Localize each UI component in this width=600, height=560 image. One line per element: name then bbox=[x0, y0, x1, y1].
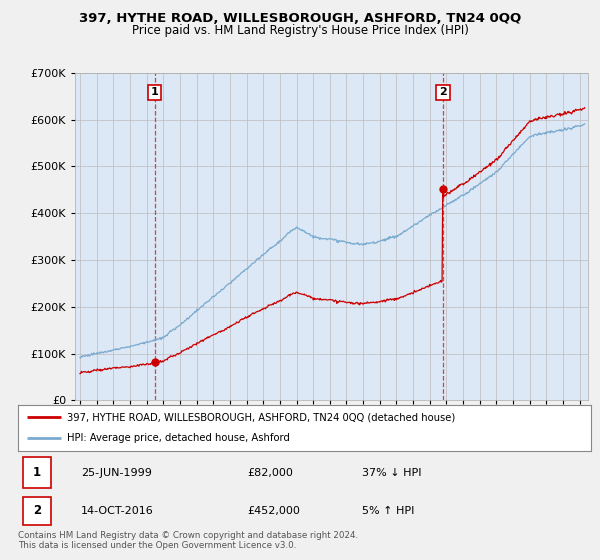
Text: 37% ↓ HPI: 37% ↓ HPI bbox=[362, 468, 421, 478]
Text: 397, HYTHE ROAD, WILLESBOROUGH, ASHFORD, TN24 0QQ: 397, HYTHE ROAD, WILLESBOROUGH, ASHFORD,… bbox=[79, 12, 521, 25]
Text: 14-OCT-2016: 14-OCT-2016 bbox=[81, 506, 154, 516]
FancyBboxPatch shape bbox=[23, 497, 51, 525]
Text: 25-JUN-1999: 25-JUN-1999 bbox=[81, 468, 152, 478]
FancyBboxPatch shape bbox=[23, 458, 51, 488]
Text: £82,000: £82,000 bbox=[247, 468, 293, 478]
Text: 397, HYTHE ROAD, WILLESBOROUGH, ASHFORD, TN24 0QQ (detached house): 397, HYTHE ROAD, WILLESBOROUGH, ASHFORD,… bbox=[67, 412, 455, 422]
Text: 1: 1 bbox=[33, 466, 41, 479]
Text: 5% ↑ HPI: 5% ↑ HPI bbox=[362, 506, 414, 516]
Text: Price paid vs. HM Land Registry's House Price Index (HPI): Price paid vs. HM Land Registry's House … bbox=[131, 24, 469, 36]
Text: Contains HM Land Registry data © Crown copyright and database right 2024.
This d: Contains HM Land Registry data © Crown c… bbox=[18, 531, 358, 550]
Text: HPI: Average price, detached house, Ashford: HPI: Average price, detached house, Ashf… bbox=[67, 433, 290, 444]
Text: 2: 2 bbox=[439, 87, 447, 97]
Text: £452,000: £452,000 bbox=[247, 506, 300, 516]
Text: 2: 2 bbox=[33, 504, 41, 517]
Text: 1: 1 bbox=[151, 87, 158, 97]
